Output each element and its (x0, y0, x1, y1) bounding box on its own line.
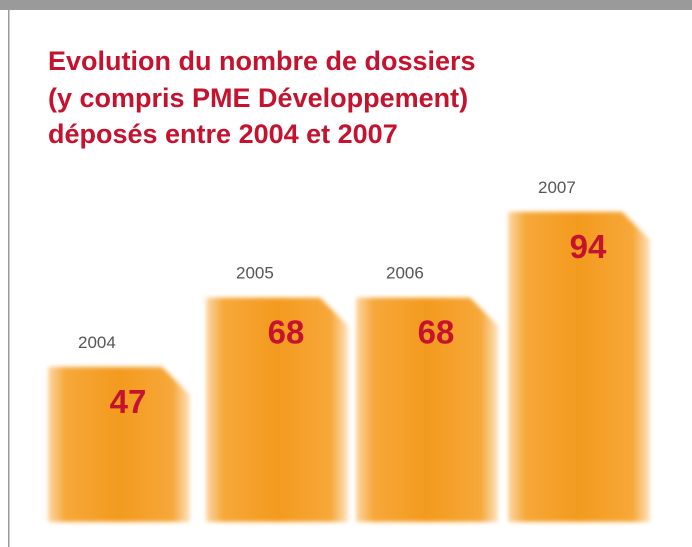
value-label: 68 (268, 314, 305, 351)
category-label: 2006 (386, 264, 424, 283)
bar (48, 366, 190, 522)
chart-title: (y compris PME Développement) (48, 83, 468, 113)
left-border (8, 10, 10, 547)
bar (206, 297, 348, 522)
chart-title: Evolution du nombre de dossiers (48, 46, 476, 76)
value-label: 47 (110, 383, 147, 420)
bar (508, 211, 650, 523)
category-label: 2005 (236, 264, 274, 283)
chart-title: déposés entre 2004 et 2007 (48, 119, 398, 149)
value-label: 68 (418, 314, 455, 351)
bar (356, 297, 498, 522)
category-label: 2007 (538, 178, 576, 197)
value-label: 94 (570, 228, 607, 265)
category-label: 2004 (78, 333, 116, 352)
top-border (0, 0, 692, 10)
